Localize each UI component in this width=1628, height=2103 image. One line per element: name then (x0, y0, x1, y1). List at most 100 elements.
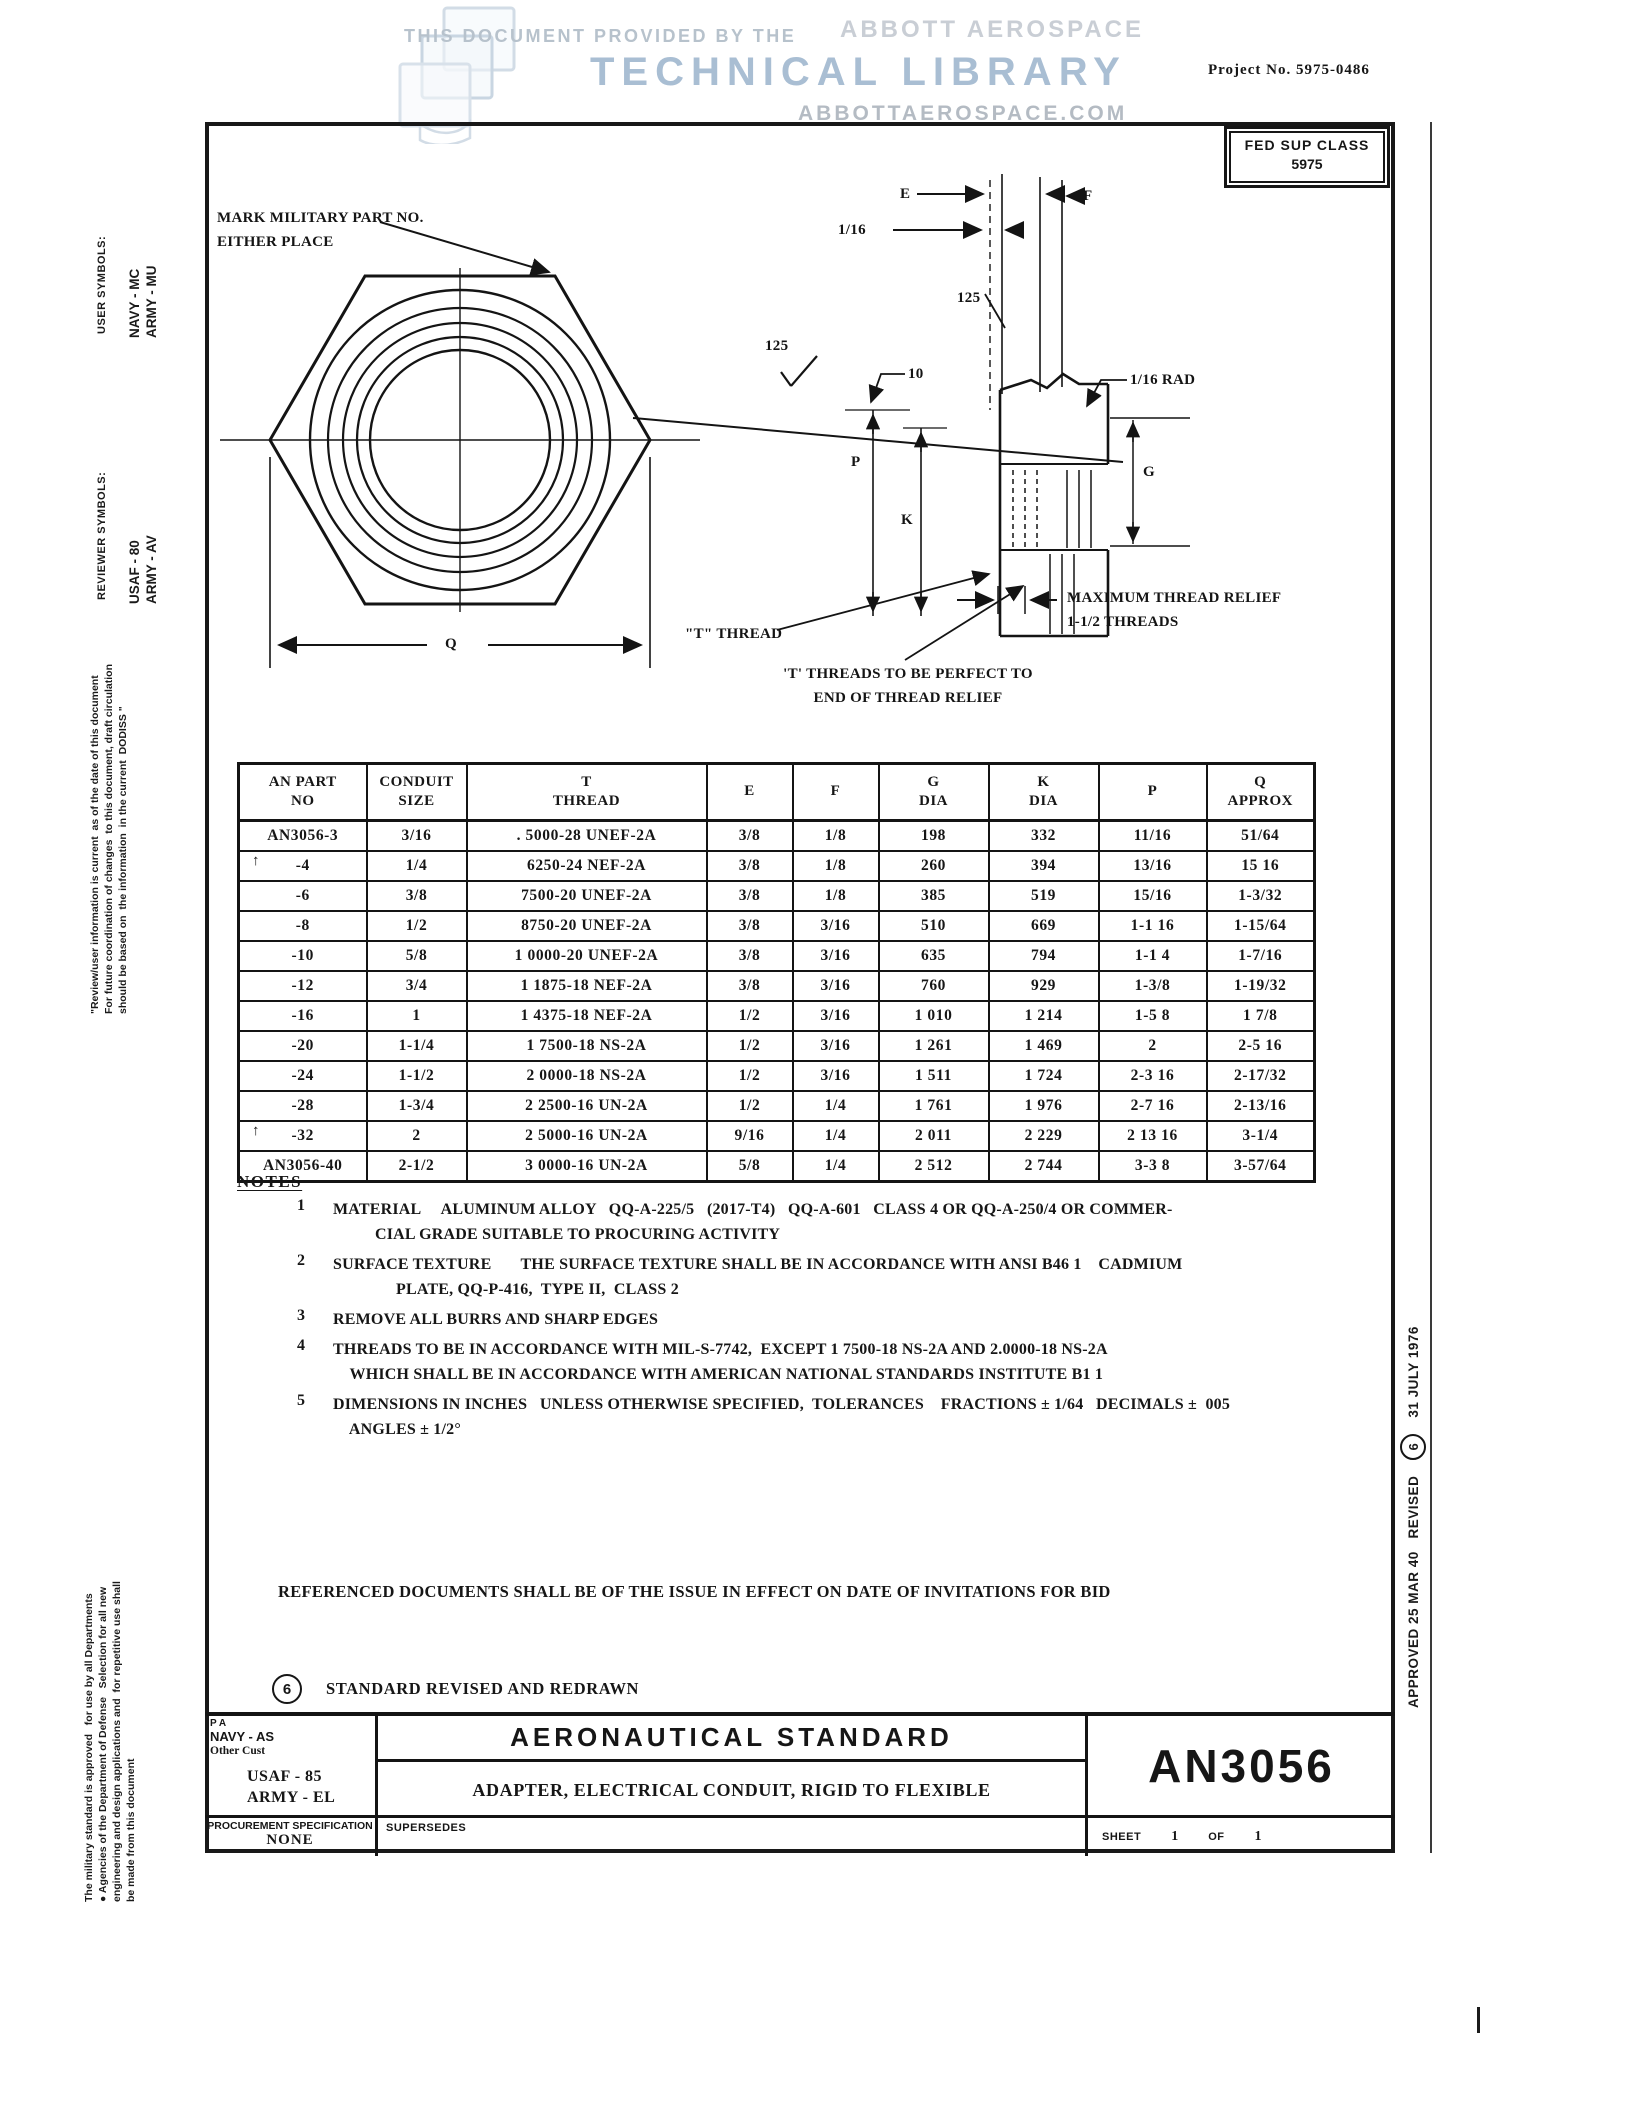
user-symbols-value: NAVY - MC ARMY - MU (127, 265, 159, 339)
part-number: -8 (295, 917, 310, 934)
table-cell: 510 (877, 910, 990, 942)
dim-label-p: P (851, 454, 861, 470)
technical-drawing: MARK MILITARY PART NO. EITHER PLACE E F … (205, 122, 1395, 762)
table-cell: 332 (987, 819, 1100, 852)
table-cell: 1 724 (987, 1060, 1100, 1092)
section-view (632, 174, 1190, 661)
column-header: Q APPROX (1205, 762, 1316, 822)
table-cell: 1/8 (791, 880, 880, 912)
military-standard-approval-note: The military standard is approved for us… (83, 1581, 137, 1902)
table-cell: 1 469 (987, 1030, 1100, 1062)
watermark-url: ABBOTTAEROSPACE.COM (798, 102, 1128, 125)
table-cell: 2 011 (877, 1120, 990, 1152)
table-row: -8 1/2 8750-20 UNEF-2A 3/8 3/16 510 669 1-1 16 1… (237, 910, 1316, 942)
table-cell: 13/16 (1097, 850, 1208, 882)
table-cell: 3/8 (705, 910, 794, 942)
table-cell: 1-5 8 (1097, 1000, 1208, 1032)
title-block-bottom-row: PROCUREMENT SPECIFICATION NONE SUPERSEDE… (205, 1815, 1395, 1856)
note-item: 1 MATERIAL ALUMINUM ALLOY QQ-A-225/5 (201… (237, 1197, 1397, 1247)
dim-label-ten-degrees: 10 (908, 366, 924, 382)
table-cell: 669 (987, 910, 1100, 942)
table-cell: 1 261 (877, 1030, 990, 1062)
table-cell: 3/16 (791, 1060, 880, 1092)
table-cell: 1/2 (365, 910, 468, 942)
sheet-total: 1 (1254, 1829, 1262, 1844)
table-cell: 2 744 (987, 1150, 1100, 1183)
table-cell: -10 (237, 940, 368, 972)
table-cell: 3/16 (791, 910, 880, 942)
table-row: -24 1-1/2 2 0000-18 NS-2A 1/2 3/16 1 511 1 724… (237, 1060, 1316, 1092)
table-row: AN3056-3 3/16. 5000-28 UNEF-2A 3/8 1/8 198 33… (237, 819, 1316, 852)
fed-sup-class-label: FED SUP CLASS (1244, 137, 1370, 153)
table-cell: 394 (987, 850, 1100, 882)
table-cell: 2-1/2 (365, 1150, 468, 1183)
dim-label-f: F (1083, 188, 1093, 204)
table-cell: 3-57/64 (1205, 1150, 1316, 1183)
note-number: 3 (297, 1307, 305, 1324)
table-cell: 1 7/8 (1205, 1000, 1316, 1032)
table-cell: 3/16 (791, 940, 880, 972)
procurement-spec-value: NONE (266, 1832, 314, 1848)
spec-table: AN PART NO CONDUIT SIZE T THREAD E F G DIA K D… (237, 762, 1316, 1183)
table-cell: ↑ -32 (237, 1120, 368, 1152)
table-cell: -28 (237, 1090, 368, 1122)
part-number: -24 (291, 1067, 314, 1084)
spec-table-body: AN3056-3 3/16. 5000-28 UNEF-2A 3/8 1/8 198 33… (237, 819, 1316, 1183)
table-cell: 794 (987, 940, 1100, 972)
dim-label-q: Q (445, 636, 457, 652)
surface-finish-125-b: 125 (765, 338, 789, 354)
column-header: CONDUIT SIZE (365, 762, 468, 822)
part-number: -4 (295, 857, 310, 874)
table-cell: AN3056-3 (237, 819, 368, 852)
note-text: THREADS TO BE IN ACCORDANCE WITH MIL-S-7… (333, 1341, 1108, 1383)
table-cell: 7500-20 UNEF-2A (465, 880, 708, 912)
table-row: -16 1 1 4375-18 NEF-2A 1/2 3/16 1 010 1 214 1-5… (237, 1000, 1316, 1032)
note-text: REMOVE ALL BURRS AND SHARP EDGES (333, 1311, 659, 1328)
table-cell: 1/4 (791, 1120, 880, 1152)
part-number: -10 (291, 947, 314, 964)
table-cell: 2 5000-16 UN-2A (465, 1120, 708, 1152)
note-text: MATERIAL ALUMINUM ALLOY QQ-A-225/5 (2017… (333, 1201, 1173, 1243)
part-number: -28 (291, 1097, 314, 1114)
table-cell: 2 0000-18 NS-2A (465, 1060, 708, 1092)
table-cell: 1/2 (705, 1090, 794, 1122)
table-cell: 760 (877, 970, 990, 1002)
table-row: ↑ -32 2 2 5000-16 UN-2A 9/16 1/4 2 011 2 229 2 1… (237, 1120, 1316, 1152)
table-cell: 1-7/16 (1205, 940, 1316, 972)
referenced-documents-note: REFERENCED DOCUMENTS SHALL BE OF THE ISS… (278, 1582, 1111, 1601)
front-view (220, 221, 700, 668)
table-cell: 3/16 (791, 970, 880, 1002)
dim-label-radius: 1/16 RAD (1130, 372, 1196, 388)
page-frame (205, 122, 1395, 1853)
approval-sidebar: APPROVED 25 MAR 40 REVISED 6 31 JULY 197… (1400, 1326, 1426, 1708)
user-symbols-label: USER SYMBOLS: (96, 235, 108, 334)
table-cell: 1/4 (791, 1150, 880, 1183)
column-header: F (791, 762, 880, 822)
table-cell: 2-5 16 (1205, 1030, 1316, 1062)
revision-number-circle-icon: 6 (272, 1674, 302, 1704)
table-cell: 385 (877, 880, 990, 912)
table-cell: 1 976 (987, 1090, 1100, 1122)
table-cell: 3/16 (791, 1000, 880, 1032)
aeronautical-standard-title: AERONAUTICAL STANDARD (378, 1716, 1085, 1762)
table-cell: ↑ -4 (237, 850, 368, 882)
table-cell: 3/16 (365, 819, 468, 852)
note-number: 2 (297, 1252, 305, 1269)
dim-label-k: K (901, 512, 913, 528)
table-row: -10 5/8 1 0000-20 UNEF-2A 3/8 3/16 635 794 1-1 … (237, 940, 1316, 972)
table-cell: -6 (237, 880, 368, 912)
table-cell: 1/2 (705, 1060, 794, 1092)
table-cell: 2 512 (877, 1150, 990, 1183)
table-cell: 2-3 16 (1097, 1060, 1208, 1092)
table-cell: 51/64 (1205, 819, 1316, 852)
abbott-aerospace-logo-icon (398, 6, 516, 144)
table-cell: 2 229 (987, 1120, 1100, 1152)
surface-finish-125-a: 125 (957, 290, 981, 306)
table-cell: 15 16 (1205, 850, 1316, 882)
note-number: 1 (297, 1197, 305, 1214)
table-cell: 5/8 (365, 940, 468, 972)
table-row: ↑ -4 1/4 6250-24 NEF-2A 3/8 1/8 260 394 13/16 15 … (237, 850, 1316, 882)
table-row: -20 1-1/4 1 7500-18 NS-2A 1/2 3/16 1 261 1 469… (237, 1030, 1316, 1062)
column-header: P (1097, 762, 1208, 822)
